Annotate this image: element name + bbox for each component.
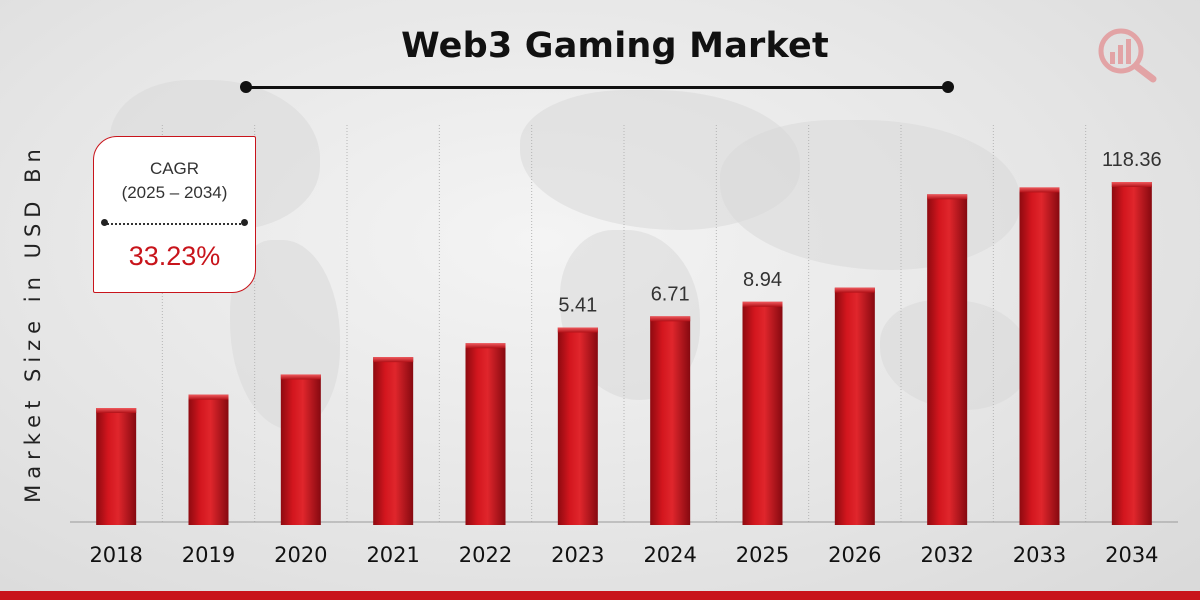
bar-cap-2034 <box>1111 182 1152 187</box>
bar-2024 <box>650 316 691 525</box>
bar-2020 <box>280 374 321 525</box>
bar-cap-2026 <box>834 287 875 293</box>
cagr-divider <box>104 223 245 225</box>
bar-2034 <box>1111 182 1152 525</box>
footer-accent-band <box>0 591 1200 600</box>
world-map-background <box>720 120 1020 270</box>
data-label-2034: 118.36 <box>1102 149 1162 171</box>
cagr-value: 33.23% <box>128 241 221 271</box>
x-tick-label-2024: 2024 <box>643 543 696 567</box>
bars-group <box>96 182 1152 525</box>
bar-cap-2025 <box>742 301 783 307</box>
bar-2032 <box>927 194 968 525</box>
cagr-callout: CAGR (2025 – 2034) 33.23% <box>93 136 256 293</box>
bar-cap-2024 <box>650 316 691 322</box>
x-tick-label-2019: 2019 <box>182 543 235 567</box>
x-tick-label-2018: 2018 <box>89 543 142 567</box>
data-label-2024: 6.71 <box>651 283 690 305</box>
x-tick-label-2023: 2023 <box>551 543 604 567</box>
bar-2021 <box>373 357 414 525</box>
x-tick-labels-group: 2018 2019 2020 2021 2022 2023 2024 2025 2026 2032… <box>89 543 1158 567</box>
cagr-divider-left-dot <box>101 219 108 226</box>
bar-cap-2021 <box>373 357 414 363</box>
x-tick-label-2034: 2034 <box>1105 543 1158 567</box>
x-tick-label-2033: 2033 <box>1013 543 1066 567</box>
data-label-2025: 8.94 <box>743 269 782 291</box>
title-underline-right-dot <box>942 81 954 93</box>
title-underline <box>246 86 948 89</box>
x-tick-label-2022: 2022 <box>459 543 512 567</box>
bar-2022 <box>465 343 506 525</box>
x-tick-label-2025: 2025 <box>736 543 789 567</box>
bar-2018 <box>96 408 137 525</box>
bar-cap-2033 <box>1019 187 1060 193</box>
x-tick-label-2020: 2020 <box>274 543 327 567</box>
bar-cap-2023 <box>557 327 598 333</box>
bar-cap-2032 <box>927 194 968 200</box>
bar-cap-2022 <box>465 343 506 349</box>
bar-cap-2019 <box>188 394 229 400</box>
chart-title: Web3 Gaming Market <box>401 26 829 66</box>
cagr-label: CAGR <box>149 159 200 178</box>
bar-2033 <box>1019 187 1060 525</box>
bar-2023 <box>557 327 598 525</box>
title-underline-left-dot <box>240 81 252 93</box>
bar-2026 <box>834 287 875 525</box>
x-tick-label-2032: 2032 <box>920 543 973 567</box>
x-tick-label-2026: 2026 <box>828 543 881 567</box>
bar-cap-2018 <box>96 408 137 413</box>
data-labels-group: 5.41 6.71 8.94 118.36 <box>558 149 1161 316</box>
cagr-divider-right-dot <box>241 219 248 226</box>
bar-cap-2020 <box>280 374 321 380</box>
x-tick-label-2021: 2021 <box>366 543 419 567</box>
bar-2025 <box>742 301 783 525</box>
data-label-2023: 5.41 <box>558 294 597 316</box>
cagr-period: (2025 – 2034) <box>121 183 228 202</box>
bar-2019 <box>188 394 229 525</box>
magnifier-bar-chart-logo-icon <box>1098 28 1157 83</box>
